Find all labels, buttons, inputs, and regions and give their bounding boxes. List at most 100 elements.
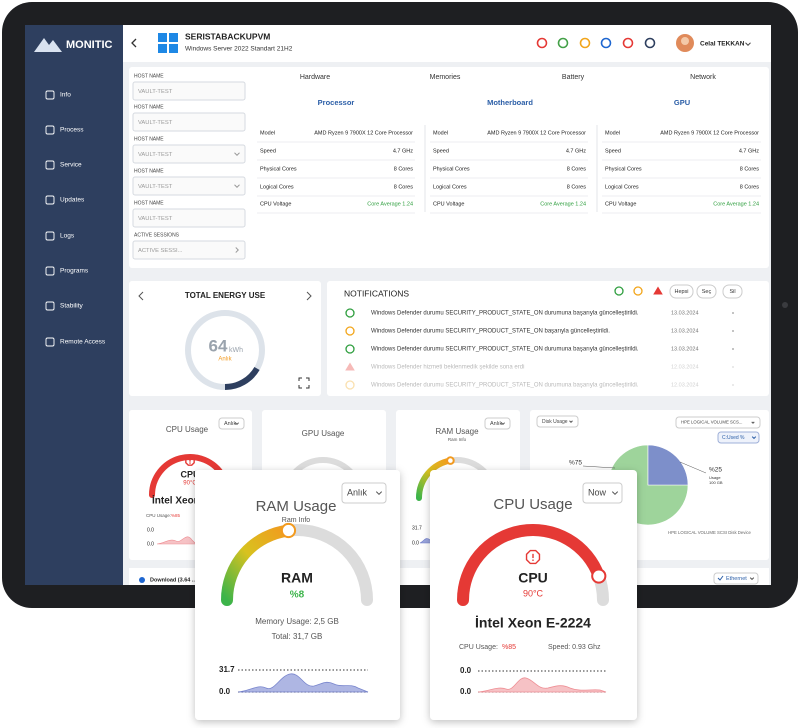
field-value: VAULT-TEST xyxy=(138,216,173,222)
status-icon xyxy=(345,326,355,336)
logo-icon xyxy=(34,38,62,52)
spec-label: Logical Cores xyxy=(260,184,294,190)
gauge-knob xyxy=(591,568,607,584)
warning-icon xyxy=(185,456,195,466)
dropdown[interactable] xyxy=(536,415,579,428)
gauge-fill xyxy=(416,457,454,501)
chart-axis-label: 31.7 xyxy=(412,525,422,531)
avatar-face xyxy=(681,37,689,45)
gauge-fill xyxy=(457,524,605,606)
toolbar-icon[interactable] xyxy=(536,37,548,49)
spec-label: Speed xyxy=(605,148,621,154)
filter-button[interactable] xyxy=(696,284,717,299)
card-title: CPU Usage xyxy=(493,496,572,513)
spec-label: Logical Cores xyxy=(605,184,639,190)
notifications-card xyxy=(327,281,769,396)
spec-label: Model xyxy=(433,130,448,136)
chart-axis-label: 31.7 xyxy=(219,665,235,674)
dropdown-label[interactable]: Ethernet xyxy=(726,576,747,582)
status-icon xyxy=(633,286,643,296)
warning-icon xyxy=(525,549,541,565)
dropdown[interactable] xyxy=(675,416,761,429)
field-box[interactable] xyxy=(132,176,246,196)
nav-item[interactable]: Updates xyxy=(60,197,85,204)
dropdown[interactable] xyxy=(582,482,623,504)
dropdown-label[interactable]: Anlık xyxy=(490,421,502,427)
unread-dot xyxy=(732,384,734,386)
spec-value: 8 Cores xyxy=(567,184,587,190)
dropdown-label[interactable]: HPE LOGICAL VOLUME SCS... xyxy=(681,420,742,425)
unread-dot xyxy=(732,312,734,314)
card-title: NOTIFICATIONS xyxy=(344,288,409,298)
toolbar-icon[interactable] xyxy=(579,37,591,49)
field-value: VAULT-TEST xyxy=(138,89,173,95)
warning-dot xyxy=(532,559,534,561)
button-label[interactable]: Seç xyxy=(702,289,712,295)
filter-button[interactable] xyxy=(722,284,743,299)
host-name: SERISTABACKUPVM xyxy=(185,31,270,41)
spec-label: Model xyxy=(260,130,275,136)
chevron xyxy=(375,491,383,496)
toolbar-icon[interactable] xyxy=(622,37,634,49)
windows-logo xyxy=(169,33,178,42)
nav-item[interactable]: Stability xyxy=(60,303,84,310)
nav-item[interactable]: Service xyxy=(60,162,82,169)
toolbar-icon[interactable] xyxy=(644,37,656,49)
toolbar-icon[interactable] xyxy=(600,37,612,49)
dropdown-label[interactable]: Now xyxy=(588,487,607,497)
tab[interactable]: Hardware xyxy=(300,74,330,81)
spec-label: Logical Cores xyxy=(433,184,467,190)
button-label[interactable]: Hepsi xyxy=(674,289,688,295)
dropdown-label[interactable]: Disk Usage xyxy=(542,419,568,425)
tab[interactable]: Battery xyxy=(562,74,585,81)
field-label: HOST NAME xyxy=(134,73,164,79)
status-icon xyxy=(345,344,355,354)
dropdown[interactable] xyxy=(713,572,759,585)
tab[interactable]: Network xyxy=(690,74,716,81)
spec-label: CPU Voltage xyxy=(260,201,292,207)
dropdown[interactable] xyxy=(218,417,245,430)
nav-item[interactable]: Info xyxy=(60,92,71,99)
camera xyxy=(782,302,788,308)
notification-date: 13.03.2024 xyxy=(671,310,699,316)
dropdown-label[interactable]: Anlık xyxy=(224,421,236,427)
usage-label: CPU Usage: xyxy=(459,644,498,651)
spec-value: 8 Cores xyxy=(567,166,587,172)
button-label[interactable]: Sil xyxy=(729,289,735,295)
nav-icon xyxy=(45,125,55,135)
nav-icon xyxy=(45,337,55,347)
field-box[interactable] xyxy=(132,112,246,132)
dropdown[interactable] xyxy=(341,482,387,504)
dropdown[interactable] xyxy=(484,417,511,430)
nav-item[interactable]: Process xyxy=(60,127,84,134)
field-box[interactable] xyxy=(132,240,246,260)
gauge-percent: %8 xyxy=(290,590,305,601)
energy-mode: Anlık xyxy=(218,357,232,363)
field-box[interactable] xyxy=(132,81,246,101)
filter-button[interactable] xyxy=(669,284,694,299)
field-box[interactable] xyxy=(132,144,246,164)
spec-value: AMD Ryzen 9 7900X 12 Core Processor xyxy=(660,130,759,136)
field-value: VAULT-TEST xyxy=(138,184,173,190)
spec-value: 8 Cores xyxy=(394,166,414,172)
filter-label[interactable]: C:Used % xyxy=(722,435,745,441)
toolbar-icon[interactable] xyxy=(557,37,569,49)
memory-usage: Memory Usage: 2,5 GB xyxy=(255,617,339,626)
usage-label: CPU Usage: xyxy=(146,513,171,518)
dropdown-label[interactable]: Anlık xyxy=(347,487,368,497)
gauge-knob xyxy=(446,456,455,465)
chevron xyxy=(234,184,240,188)
tab[interactable]: Memories xyxy=(430,74,461,81)
sidebar xyxy=(25,25,123,585)
nav-item[interactable]: Remote Access xyxy=(60,339,106,346)
nav-item[interactable]: Programs xyxy=(60,268,89,275)
chevron xyxy=(306,291,312,301)
nav-icon xyxy=(45,231,55,241)
field-box[interactable] xyxy=(132,208,246,228)
nav-item[interactable]: Logs xyxy=(60,233,75,240)
filter-chip[interactable] xyxy=(717,431,760,444)
spec-label: Physical Cores xyxy=(605,166,642,172)
nav-icon xyxy=(45,266,55,276)
memory-total: Total: 31,7 GB xyxy=(272,632,323,641)
